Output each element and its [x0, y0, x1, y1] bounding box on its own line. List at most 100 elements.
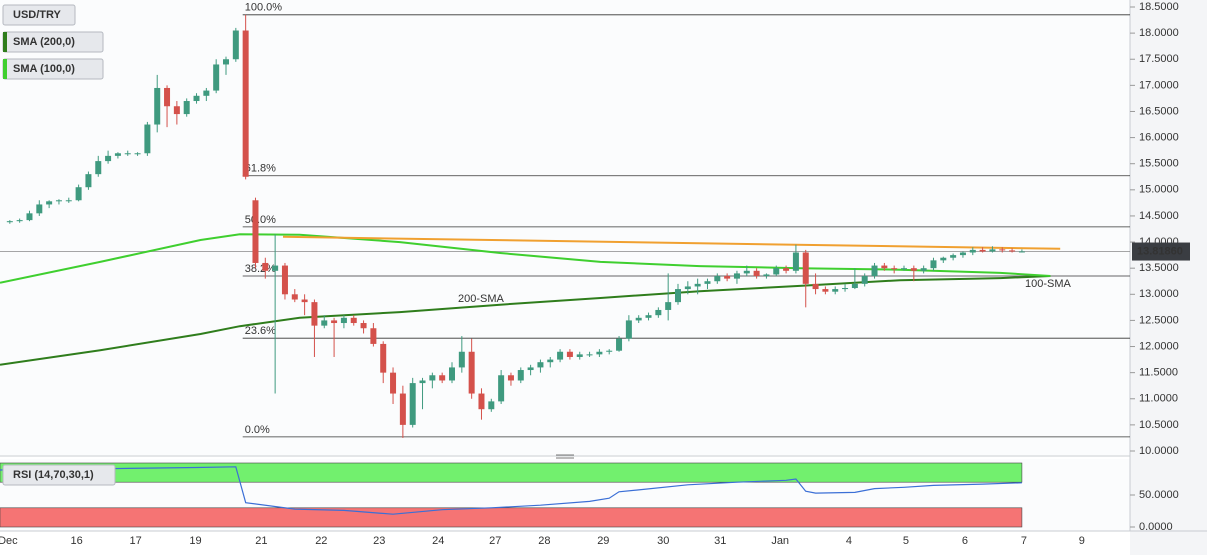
candle-body: [429, 375, 436, 381]
candle-body: [655, 309, 662, 316]
candle-body: [783, 268, 790, 271]
candle-body: [665, 302, 672, 310]
candle-body: [419, 380, 426, 384]
candle-body: [26, 213, 33, 221]
candle-body: [331, 320, 338, 324]
x-tick-label: 24: [432, 535, 444, 547]
x-tick-label: 7: [1021, 535, 1027, 547]
candle-body: [596, 351, 603, 355]
legend-swatch: [3, 59, 7, 79]
candle-body: [281, 265, 288, 295]
candle-body: [950, 255, 957, 258]
y-tick-label: 18.0000: [1139, 27, 1179, 39]
candle-body: [871, 265, 878, 277]
candle-body: [901, 268, 907, 270]
last-price-box: [1132, 242, 1190, 261]
x-tick-label: 31: [714, 535, 726, 547]
y-tick-label: 13.0000: [1139, 288, 1179, 300]
y-tick-label: 13.5000: [1139, 262, 1179, 274]
fib-label: 100.0%: [245, 2, 283, 14]
candle-body: [576, 354, 583, 357]
legend-label: SMA (100,0): [13, 63, 75, 75]
x-tick-label: 19: [189, 535, 201, 547]
x-tick-label: 16: [71, 535, 83, 547]
x-tick-label: 6: [962, 535, 968, 547]
y-tick-label: 12.5000: [1139, 314, 1179, 326]
y-tick-label: 11.5000: [1139, 367, 1178, 379]
sma-line: [0, 233, 1051, 284]
x-tick-label: 29: [597, 535, 609, 547]
candle-body: [75, 187, 82, 201]
fib-label: 50.0%: [245, 214, 276, 226]
legend-label: SMA (200,0): [13, 36, 75, 48]
candle-body: [390, 372, 397, 394]
candle-body: [861, 276, 868, 284]
y-tick-label: 16.5000: [1139, 105, 1179, 117]
x-tick-label: 30: [657, 535, 669, 547]
rsi-band: [0, 507, 1023, 528]
y-tick-label: 10.5000: [1139, 419, 1179, 431]
candle-body: [881, 265, 888, 269]
candle-body: [999, 249, 1006, 251]
candle-body: [360, 323, 367, 329]
candle-body: [753, 270, 760, 277]
legend-box: [2, 4, 76, 26]
candle-body: [733, 273, 740, 279]
legend-label: USD/TRY: [13, 9, 62, 21]
last-price-label: 13.81860: [1137, 245, 1183, 257]
x-tick-label: 27: [489, 535, 501, 547]
sma-annotation: 200-SMA: [458, 293, 505, 305]
candle-body: [557, 351, 564, 360]
candle-body: [517, 370, 524, 381]
candle-body: [507, 375, 514, 381]
candle-body: [232, 30, 239, 60]
candle-body: [468, 351, 475, 394]
candle-body: [675, 289, 681, 303]
candle-body: [822, 289, 829, 292]
candle-body: [763, 274, 770, 277]
candle-body: [724, 276, 731, 279]
x-tick-label: 17: [129, 535, 141, 547]
price-axis: [1130, 0, 1207, 555]
candle-body: [409, 383, 416, 425]
candle-body: [458, 351, 465, 368]
candle-body: [380, 343, 387, 373]
candle-body: [154, 87, 161, 125]
trendline: [282, 235, 1061, 250]
y-tick-label: 15.0000: [1139, 184, 1179, 196]
candle-body: [586, 354, 593, 356]
candle-body: [606, 350, 613, 352]
candle-body: [36, 204, 43, 214]
candle-body: [851, 283, 858, 289]
candle-body: [203, 90, 210, 96]
candle-body: [439, 375, 446, 381]
candle-body: [114, 153, 121, 156]
x-tick-label: 21: [255, 535, 267, 547]
candle-body: [704, 281, 711, 284]
sma-annotation: 100-SMA: [1025, 278, 1072, 290]
y-tick-label: 16.0000: [1139, 131, 1179, 143]
candle-body: [16, 220, 23, 222]
candle-body: [566, 351, 573, 357]
candle-body: [930, 260, 937, 269]
y-tick-label: 10.0000: [1139, 445, 1179, 457]
candle-body: [340, 317, 347, 324]
x-tick-label: 22: [315, 535, 327, 547]
x-tick-label: Jan: [771, 535, 789, 547]
y-tick-label: 50.0000: [1139, 489, 1179, 501]
candle-body: [625, 320, 632, 339]
candle-body: [694, 283, 701, 287]
candle-body: [350, 317, 357, 324]
y-tick-label: 17.5000: [1139, 53, 1179, 65]
candle-body: [449, 367, 455, 381]
candle-body: [46, 201, 53, 205]
y-tick-label: 18.5000: [1139, 1, 1179, 13]
candle-body: [842, 288, 849, 290]
y-tick-label: 11.0000: [1139, 393, 1178, 405]
candle-body: [812, 283, 819, 290]
candle-body: [498, 375, 505, 402]
candle-body: [223, 59, 229, 65]
x-tick-label: Dec: [0, 535, 18, 547]
candle-body: [959, 252, 966, 256]
candle-body: [537, 362, 544, 368]
